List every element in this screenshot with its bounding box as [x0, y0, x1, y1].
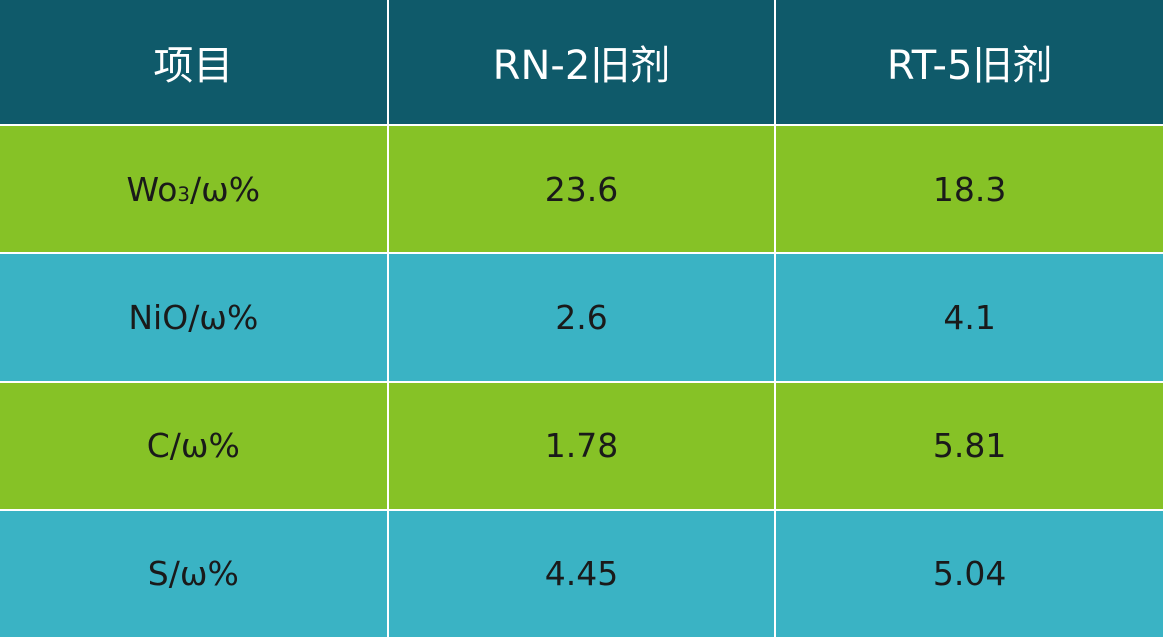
cell-rt5: 5.81 — [774, 380, 1163, 511]
cell-rt5: 4.1 — [774, 252, 1163, 383]
label-text: Wo — [126, 169, 178, 209]
cell-rn2: 1.78 — [386, 380, 777, 511]
cell-rt5: 18.3 — [774, 124, 1163, 255]
table-row: NiO/ω% 2.6 4.1 — [0, 252, 1163, 383]
cell-rn2: 2.6 — [386, 252, 777, 383]
table-row: Wo3/ω% 23.6 18.3 — [0, 124, 1163, 255]
cell-rt5: 5.04 — [774, 508, 1163, 637]
row-label: NiO/ω% — [0, 252, 389, 383]
label-suffix: /ω% — [190, 169, 261, 209]
table-row: S/ω% 4.45 5.04 — [0, 508, 1163, 637]
label-subscript: 3 — [177, 182, 191, 206]
header-rn2: RN-2旧剂 — [386, 0, 777, 127]
row-label: S/ω% — [0, 508, 389, 637]
row-label: C/ω% — [0, 380, 389, 511]
header-item: 项目 — [0, 0, 389, 127]
header-row: 项目 RN-2旧剂 RT-5旧剂 — [0, 0, 1163, 127]
header-rt5: RT-5旧剂 — [774, 0, 1163, 127]
table-row: C/ω% 1.78 5.81 — [0, 380, 1163, 511]
cell-rn2: 4.45 — [386, 508, 777, 637]
cell-rn2: 23.6 — [386, 124, 777, 255]
row-label: Wo3/ω% — [0, 124, 389, 255]
